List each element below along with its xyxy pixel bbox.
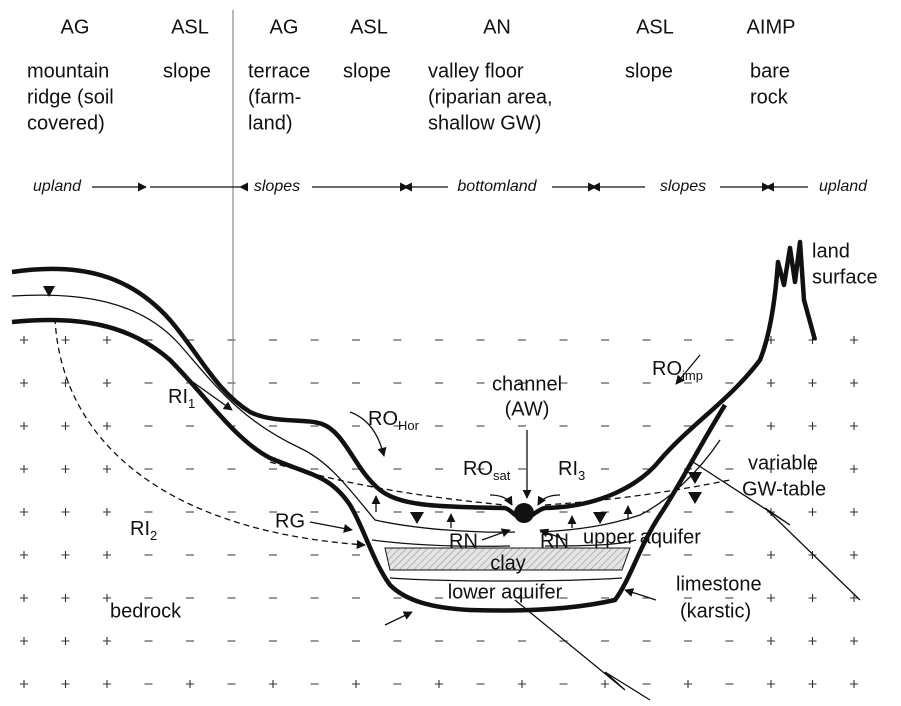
column-desc: terrace	[248, 60, 310, 82]
label: (AW)	[505, 398, 550, 420]
column-desc: ridge (soil	[27, 86, 114, 108]
column-code: AG	[270, 16, 299, 38]
column-code: AN	[483, 16, 511, 38]
clay-layer	[384, 547, 631, 571]
label-sub: sat	[493, 468, 511, 483]
column-desc: slope	[163, 60, 211, 82]
aquifer-split	[389, 577, 623, 582]
label: RI3	[558, 458, 585, 483]
header: AG ASL AG ASL AN ASL AIMP mountain ridge…	[27, 16, 795, 134]
soil-layer	[11, 294, 721, 533]
column-code: ASL	[171, 16, 209, 38]
column-desc: bare	[750, 60, 790, 82]
label-main: RO	[652, 358, 682, 380]
column-desc: valley floor	[428, 60, 524, 82]
label: variable	[748, 452, 818, 474]
column-code: AIMP	[747, 16, 796, 38]
column-desc: covered)	[27, 112, 105, 134]
label: RI1	[168, 386, 195, 411]
label: ROsat	[463, 458, 511, 483]
label: RG	[275, 510, 305, 532]
label: upper aquifer	[583, 526, 701, 548]
label-main: RO	[463, 458, 493, 480]
zone-label: bottomland	[457, 178, 537, 195]
column-desc: mountain	[27, 60, 109, 82]
label-sub: 1	[188, 396, 195, 411]
label: ROHor	[368, 408, 420, 433]
label: RN	[540, 530, 569, 552]
column-desc: slope	[625, 60, 673, 82]
label-main: RI	[168, 386, 188, 408]
column-desc: rock	[750, 86, 789, 108]
column-desc: (riparian area,	[428, 86, 553, 108]
channel	[514, 503, 534, 523]
column-code: ASL	[350, 16, 388, 38]
land-surface	[11, 239, 818, 521]
cross-section	[11, 239, 861, 701]
zone-label: upland	[819, 178, 868, 195]
label: bedrock	[110, 600, 182, 622]
ri2-flow	[54, 317, 366, 549]
zones: upland slopes bottomland slopes upland	[33, 178, 868, 195]
label: (karstic)	[680, 600, 751, 622]
label: RN	[449, 530, 478, 552]
labels: land surface ROimp channel (AW) ROHor RI…	[110, 240, 878, 622]
label: clay	[490, 552, 526, 574]
column-code: AG	[61, 16, 90, 38]
column-desc: (farm-	[248, 86, 301, 108]
zone-label: slopes	[254, 178, 300, 195]
bedrock-symbols	[20, 336, 858, 688]
aquifer-top	[371, 539, 637, 547]
label-sub: 2	[150, 528, 157, 543]
label: RI2	[130, 518, 157, 543]
zone-label: slopes	[660, 178, 706, 195]
label-main: RI	[130, 518, 150, 540]
label: GW-table	[742, 478, 826, 500]
flow-arrows	[189, 354, 701, 626]
bedrock-symbol	[20, 336, 858, 688]
label-sub: 3	[578, 468, 585, 483]
label: lower aquifer	[448, 581, 563, 603]
label: ROimp	[652, 358, 703, 383]
label-sub: Hor	[398, 418, 420, 433]
label: surface	[812, 266, 878, 288]
column-desc: shallow GW)	[428, 112, 541, 134]
label: land	[812, 240, 850, 262]
label-main: RI	[558, 458, 578, 480]
label-sub: imp	[682, 368, 703, 383]
fault-right	[689, 459, 861, 601]
gw-table-right	[544, 479, 731, 506]
column-code: ASL	[636, 16, 674, 38]
gw-table-left	[269, 461, 506, 506]
column-desc: slope	[343, 60, 391, 82]
water-table-markers	[43, 286, 702, 524]
lower-boundary	[11, 317, 727, 613]
column-desc: land)	[248, 112, 292, 134]
zone-label: upland	[33, 178, 82, 195]
label: limestone	[676, 573, 762, 595]
label-main: RO	[368, 408, 398, 430]
fault-bottom	[514, 599, 651, 701]
label: channel	[492, 373, 562, 395]
